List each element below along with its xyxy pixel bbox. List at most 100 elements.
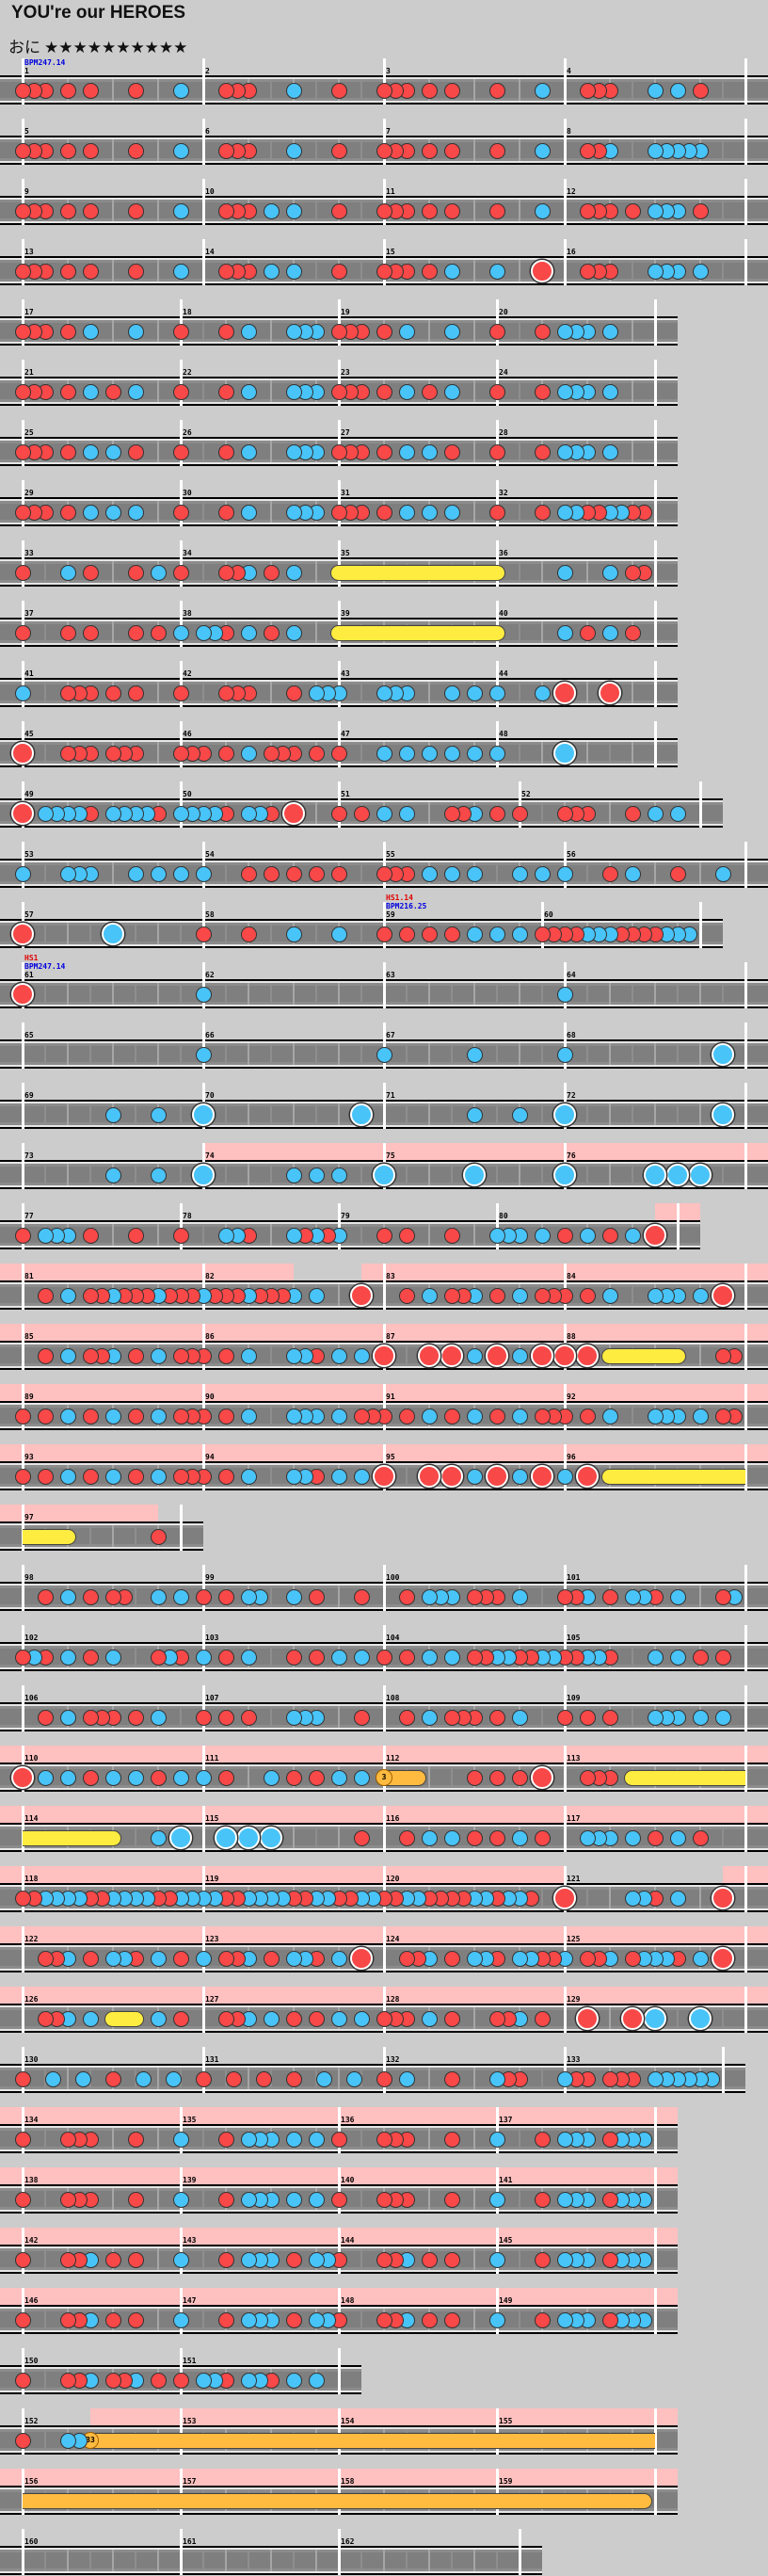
gogo-time-band [181, 2107, 339, 2124]
don-note [59, 323, 76, 340]
ka-note [263, 1769, 280, 1786]
measure-line [338, 540, 341, 587]
ka-note [104, 504, 121, 521]
beat-gridline [157, 2188, 159, 2210]
lane-bottom-highlight [0, 2571, 542, 2573]
measure-line [383, 842, 386, 888]
beat-gridline [293, 983, 295, 1005]
measure-number: 92 [567, 1393, 576, 1401]
ka-note [172, 1588, 189, 1605]
don-note [59, 383, 76, 400]
measure-number: 24 [499, 368, 508, 377]
beat-gridline [519, 983, 520, 1005]
don-note [104, 2070, 121, 2087]
measure-number: 116 [386, 1814, 400, 1823]
ka-note [647, 805, 664, 822]
don-note [217, 2131, 234, 2148]
beat-gridline [44, 983, 46, 1005]
beat-gridline [89, 2550, 91, 2571]
measure-number: 75 [386, 1151, 395, 1160]
ka-note [104, 805, 121, 822]
don-note [14, 383, 31, 400]
beat-gridline [202, 561, 204, 583]
gogo-time-band [497, 2408, 678, 2425]
ka-note [240, 1588, 257, 1605]
ka-note [466, 1468, 483, 1485]
measure-line [564, 842, 567, 888]
ka-note [59, 1408, 76, 1425]
chart-row: 17 18 19 20 [0, 299, 678, 346]
measure-line [22, 1987, 24, 2033]
ka-note [421, 2010, 438, 2027]
measure-line [564, 239, 567, 285]
beat-gridline [202, 1224, 204, 1246]
measure-line [744, 842, 747, 888]
ka-note [172, 624, 189, 641]
measure-number: 38 [183, 609, 192, 618]
don-note [127, 1709, 144, 1726]
ka-note [150, 1408, 167, 1425]
ka-note [104, 443, 121, 460]
don-note [217, 142, 234, 159]
big-ka-note [553, 1103, 576, 1126]
measure-line [383, 1866, 386, 1912]
chart-row: 29 30 31 32 [0, 480, 678, 526]
don-note [330, 504, 347, 521]
measure-number: 64 [567, 971, 576, 979]
don-note [59, 2372, 76, 2389]
don-note [579, 1950, 596, 1967]
gogo-time-band [565, 1987, 768, 2004]
gogo-time-band [0, 2228, 181, 2245]
big-don-note [712, 1947, 734, 1970]
big-don-note [531, 1344, 553, 1367]
measure-line [202, 1685, 205, 1731]
ka-note [104, 1950, 121, 1967]
difficulty-stars: ★★★★★★★★★★ [44, 39, 188, 57]
beat-gridline [225, 862, 227, 884]
don-note [556, 1227, 573, 1244]
beat-gridline [632, 1164, 633, 1185]
beat-gridline [722, 139, 724, 161]
beat-gridline [180, 1103, 182, 1125]
ka-note [466, 745, 483, 762]
big-ka-note [553, 742, 576, 765]
don-note [217, 2251, 234, 2268]
beat-gridline [112, 2128, 114, 2149]
beat-gridline [112, 1224, 114, 1246]
ka-note [488, 263, 505, 280]
measure-number: 46 [183, 730, 192, 738]
beat-gridline [315, 621, 317, 643]
ka-note [488, 2131, 505, 2148]
beat-gridline [44, 923, 46, 944]
ka-note [14, 684, 31, 701]
measure-line [496, 420, 499, 466]
ka-note [240, 2311, 257, 2328]
measure-line [744, 58, 747, 105]
don-note [376, 142, 392, 159]
measure-number: 49 [24, 790, 34, 798]
beat-gridline [722, 983, 724, 1005]
ka-note [308, 2131, 325, 2148]
don-note [37, 1347, 54, 1364]
measure-line [22, 540, 24, 587]
gogo-time-band [203, 1143, 384, 1160]
ka-note [376, 684, 392, 701]
don-note [488, 443, 505, 460]
ka-note [669, 805, 686, 822]
measure-line [22, 1625, 24, 1671]
ka-note [104, 1769, 121, 1786]
don-note [104, 1588, 121, 1605]
measure-line [202, 1022, 205, 1069]
ka-note [443, 263, 460, 280]
beat-gridline [157, 441, 159, 462]
ka-note [647, 1649, 664, 1666]
ka-note [82, 383, 99, 400]
measure-number: 87 [386, 1332, 395, 1341]
beat-gridline [632, 79, 633, 101]
big-ka-note [102, 923, 124, 945]
beat-gridline [112, 260, 114, 282]
beat-gridline [202, 501, 204, 523]
measure-line [202, 1987, 205, 2033]
beat-gridline [428, 2068, 430, 2089]
beat-gridline [428, 682, 430, 703]
